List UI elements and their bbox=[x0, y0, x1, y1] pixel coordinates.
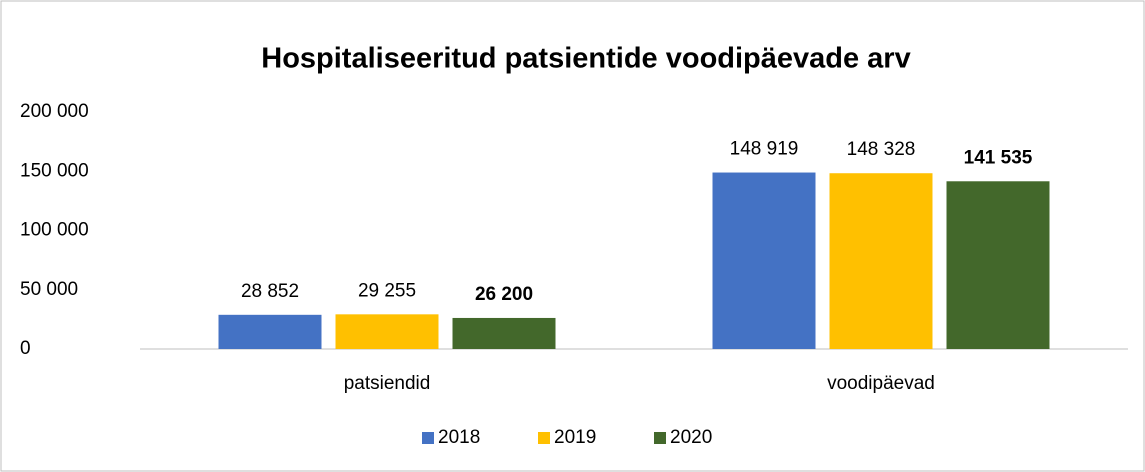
bar bbox=[829, 173, 933, 349]
data-label: 148 919 bbox=[730, 139, 799, 160]
bar bbox=[218, 314, 322, 349]
data-label: 141 535 bbox=[964, 147, 1033, 168]
data-label: 148 328 bbox=[847, 139, 916, 160]
bar bbox=[335, 314, 439, 349]
data-label: 26 200 bbox=[475, 284, 533, 305]
x-tick-label: patsiendid bbox=[344, 373, 431, 394]
y-tick-label: 50 000 bbox=[20, 279, 78, 300]
y-tick-label: 150 000 bbox=[20, 160, 89, 181]
bar bbox=[712, 172, 816, 349]
legend-swatch bbox=[654, 432, 666, 444]
legend-swatch bbox=[538, 432, 550, 444]
legend-swatch bbox=[422, 432, 434, 444]
legend-label: 2018 bbox=[438, 427, 480, 448]
data-label: 29 255 bbox=[358, 280, 416, 301]
bar bbox=[946, 181, 1050, 349]
y-tick-label: 0 bbox=[20, 338, 31, 359]
y-tick-label: 100 000 bbox=[20, 220, 89, 241]
chart-title: Hospitaliseeritud patsientide voodipäeva… bbox=[261, 43, 910, 75]
bar bbox=[452, 317, 556, 349]
data-label: 28 852 bbox=[241, 281, 299, 302]
x-tick-label: voodipäevad bbox=[827, 373, 935, 394]
legend-label: 2019 bbox=[554, 427, 596, 448]
legend-label: 2020 bbox=[670, 427, 712, 448]
y-tick-label: 200 000 bbox=[20, 101, 89, 122]
